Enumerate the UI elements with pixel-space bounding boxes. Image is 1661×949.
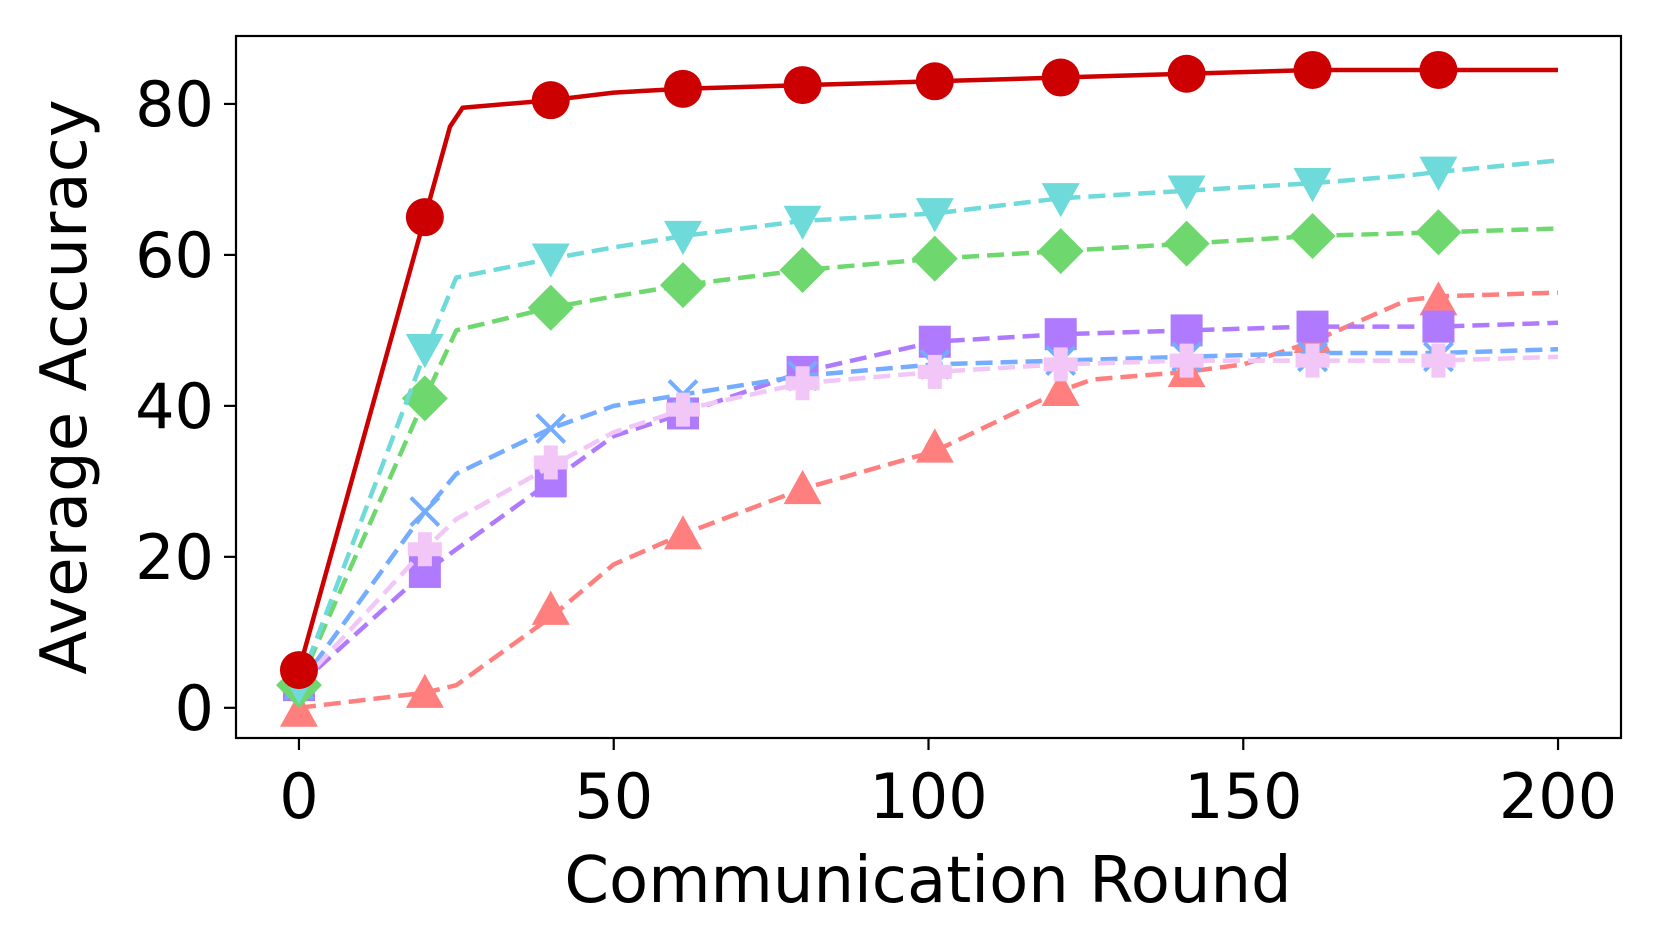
- series-4: [275, 209, 1559, 709]
- x-axis-ticks: 0 50 100 150 200: [279, 738, 1617, 833]
- data-point: [531, 81, 570, 120]
- data-point: [1041, 58, 1080, 97]
- data-point: [1296, 310, 1329, 343]
- data-point: [279, 692, 318, 727]
- data-point: [665, 392, 700, 427]
- data-point: [911, 235, 958, 282]
- data-point: [917, 354, 952, 389]
- data-point: [659, 262, 706, 309]
- data-point: [535, 413, 567, 444]
- y-tick-label: 60: [135, 219, 214, 292]
- data-point: [1043, 347, 1078, 382]
- data-point: [1041, 183, 1080, 218]
- y-tick-label: 0: [175, 672, 214, 745]
- x-tick-label: 0: [279, 760, 318, 833]
- data-point: [405, 673, 444, 708]
- data-point: [527, 284, 574, 331]
- x-axis-label: Communication Round: [564, 844, 1291, 918]
- data-point: [279, 651, 318, 690]
- y-tick-label: 40: [135, 370, 214, 443]
- x-tick-label: 50: [574, 760, 653, 833]
- data-point: [531, 590, 570, 625]
- data-point: [783, 66, 822, 105]
- y-axis-label: Average Accuracy: [28, 99, 102, 674]
- x-tick-label: 150: [1184, 760, 1302, 833]
- y-tick-label: 20: [135, 521, 214, 594]
- data-point: [1169, 343, 1204, 378]
- x-tick-label: 200: [1499, 760, 1617, 833]
- series-3: [281, 343, 1559, 703]
- data-point: [663, 220, 702, 256]
- data-point: [531, 243, 570, 278]
- data-point: [1170, 314, 1203, 347]
- data-point: [1421, 343, 1456, 378]
- data-point: [1163, 220, 1210, 267]
- data-point: [1167, 175, 1206, 210]
- data-point: [1422, 310, 1455, 343]
- data-point: [779, 247, 826, 293]
- plot-series: [275, 50, 1559, 727]
- data-point: [1419, 156, 1458, 191]
- data-point: [1167, 54, 1206, 93]
- series-2: [283, 341, 1559, 701]
- data-point: [1419, 50, 1458, 89]
- data-point: [915, 198, 954, 233]
- data-point: [405, 334, 444, 369]
- data-point: [663, 515, 702, 550]
- series-line: [296, 158, 1559, 686]
- data-point: [1295, 343, 1330, 378]
- series-line: [297, 354, 1559, 687]
- data-point: [409, 496, 441, 527]
- data-point: [663, 69, 702, 108]
- data-point: [1037, 228, 1084, 275]
- data-point: [1415, 209, 1462, 256]
- data-point: [1293, 167, 1332, 203]
- data-point: [1289, 213, 1336, 260]
- data-point: [1041, 371, 1080, 406]
- y-axis-ticks: 0 20 40 60 80: [135, 68, 236, 745]
- data-point: [1419, 281, 1458, 316]
- data-point: [915, 428, 954, 463]
- data-point: [405, 198, 444, 237]
- data-point: [783, 205, 822, 240]
- data-point: [1044, 318, 1077, 351]
- data-point: [533, 445, 568, 480]
- series-line: [296, 67, 1558, 671]
- x-tick-label: 100: [869, 760, 987, 833]
- series-6: [279, 50, 1558, 690]
- series-5: [279, 156, 1559, 705]
- data-point: [785, 366, 820, 401]
- data-point: [915, 62, 954, 101]
- y-tick-label: 80: [135, 68, 214, 141]
- data-point: [1293, 50, 1332, 89]
- series-line: [297, 347, 1559, 687]
- data-point: [783, 469, 822, 505]
- data-point: [401, 375, 448, 422]
- series-line: [297, 320, 1559, 687]
- data-point: [407, 532, 442, 567]
